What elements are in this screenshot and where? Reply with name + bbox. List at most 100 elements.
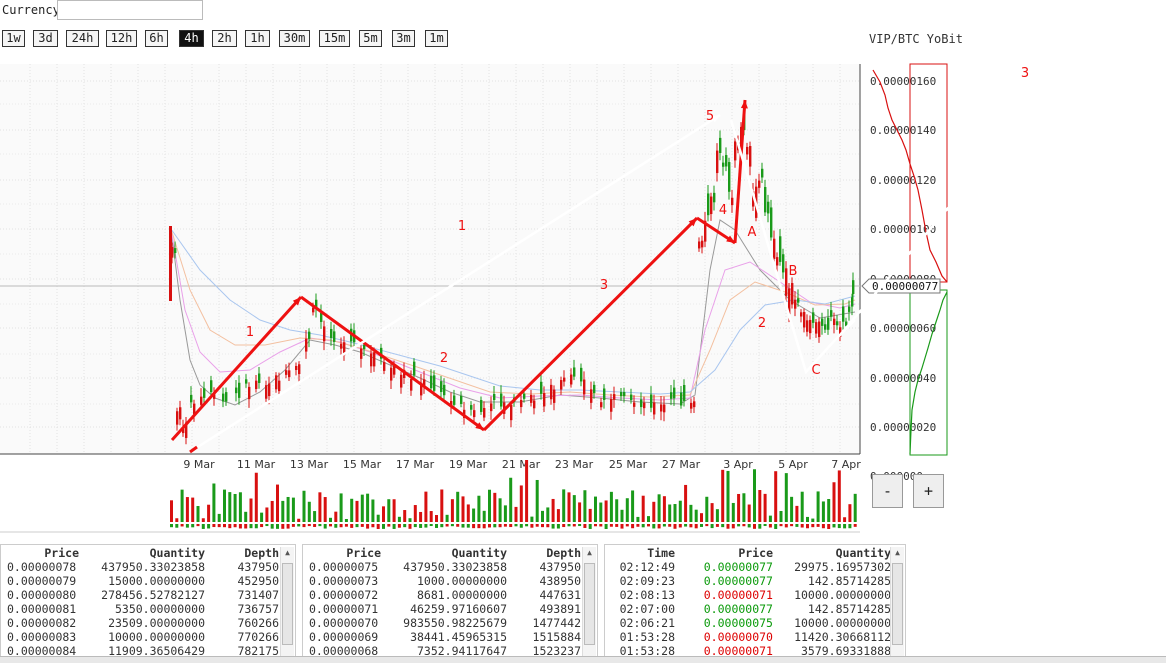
timeframe-button-24h[interactable]: 24h	[66, 30, 99, 47]
volume-bar-small	[403, 524, 407, 528]
volume-bar-small	[482, 524, 486, 529]
cell-price: 0.00000068	[309, 644, 379, 658]
candle-body	[630, 394, 633, 401]
scroll-thumb[interactable]	[892, 563, 903, 645]
cell-time: 02:12:49	[619, 560, 675, 574]
table-row[interactable]: 02:06:21 0.00000075 10000.00000000	[611, 616, 891, 630]
table-row[interactable]: 0.00000069 38441.45965315 1515884	[309, 630, 581, 644]
zoom-in-button[interactable]: +	[913, 474, 944, 508]
volume-bar-small	[774, 524, 778, 529]
timeframe-button-1m[interactable]: 1m	[425, 30, 448, 47]
volume-bar-small	[281, 524, 285, 529]
candle-body	[473, 410, 476, 418]
cell-price: 0.00000075	[703, 616, 773, 630]
col-price[interactable]: Price	[44, 545, 79, 560]
timeframe-button-5m[interactable]: 5m	[359, 30, 382, 47]
scroll-up-icon[interactable]: ▲	[587, 548, 592, 557]
volume-bar-small	[657, 524, 661, 529]
x-tick-label: 9 Mar	[183, 458, 215, 471]
moving-average-line	[170, 228, 856, 395]
volume-bar	[689, 504, 693, 522]
y-tick-label: 0.00000020	[870, 421, 936, 434]
timeframe-button-15m[interactable]: 15m	[319, 30, 350, 47]
timeframe-button-3m[interactable]: 3m	[392, 30, 415, 47]
col-price[interactable]: Price	[346, 545, 381, 560]
table-row[interactable]: 0.00000083 10000.00000000 770266	[7, 630, 279, 644]
candle-body	[500, 393, 503, 407]
volume-bar-small	[678, 524, 682, 528]
volume-bar	[509, 477, 513, 522]
table-row[interactable]: 0.00000071 46259.97160607 493891	[309, 602, 581, 616]
table-row[interactable]: 0.00000080 278456.52782127 731407	[7, 588, 279, 602]
volume-bar-small	[191, 524, 195, 528]
col-depth[interactable]: Depth	[244, 545, 279, 560]
timeframe-button-6h[interactable]: 6h	[145, 30, 168, 47]
col-quantity[interactable]: Quantity	[451, 545, 507, 560]
price-chart[interactable]: 9 Mar 11 Mar 13 Mar 15 Mar 17 Mar 19 Mar 21 Ma…	[0, 0, 1166, 540]
timeframe-button-30m[interactable]: 30m	[279, 30, 310, 47]
volume-bar	[201, 518, 205, 522]
scroll-up-icon[interactable]: ▲	[895, 548, 900, 557]
volume-bar	[323, 497, 327, 522]
volume-bar-small	[853, 524, 857, 527]
sell-scrollbar[interactable]: ▲	[280, 547, 294, 661]
volume-bar-small	[551, 524, 555, 529]
cell-depth: 760266	[237, 616, 279, 630]
candle-body	[238, 382, 241, 398]
volume-bar-small	[800, 524, 804, 528]
table-row[interactable]: 0.00000082 23509.00000000 760266	[7, 616, 279, 630]
table-row[interactable]: 0.00000078 437950.33023858 437950	[7, 560, 279, 574]
volume-bar-small	[254, 524, 258, 529]
timeframe-button-4h[interactable]: 4h	[179, 30, 204, 47]
col-price[interactable]: Price	[738, 545, 773, 560]
volume-bar-small	[816, 524, 820, 527]
table-row[interactable]: 0.00000070 983550.98225679 1477442	[309, 616, 581, 630]
volume-bar	[784, 473, 788, 522]
scroll-thumb[interactable]	[584, 563, 595, 645]
buy-scrollbar[interactable]: ▲	[582, 547, 596, 661]
table-row[interactable]: 0.00000084 11909.36506429 782175	[7, 644, 279, 658]
table-row[interactable]: 0.00000079 15000.00000000 452950	[7, 574, 279, 588]
table-row[interactable]: 02:12:49 0.00000077 29975.16957302	[611, 560, 891, 574]
table-row[interactable]: 01:53:28 0.00000070 11420.30668112	[611, 630, 891, 644]
trades-scrollbar[interactable]: ▲	[890, 547, 904, 661]
timeframe-button-12h[interactable]: 12h	[106, 30, 137, 47]
x-tick-label: 13 Mar	[290, 458, 329, 471]
timeframe-button-3d[interactable]: 3d	[33, 30, 58, 47]
scroll-up-icon[interactable]: ▲	[285, 548, 290, 557]
cell-quantity: 5350.00000000	[114, 602, 205, 616]
table-row[interactable]: 02:07:00 0.00000077 142.85714285	[611, 602, 891, 616]
timeframe-button-2h[interactable]: 2h	[212, 30, 237, 47]
volume-bar-small	[477, 524, 481, 529]
candle-body	[806, 320, 809, 332]
col-time[interactable]: Time	[647, 545, 675, 560]
col-quantity[interactable]: Quantity	[835, 545, 891, 560]
volume-bar-small	[260, 524, 264, 528]
volume-bar-small	[737, 524, 741, 527]
col-depth[interactable]: Depth	[546, 545, 581, 560]
timeframe-button-1w[interactable]: 1w	[2, 30, 25, 47]
current-price-tag: 0.00000077	[861, 278, 941, 294]
table-row[interactable]: 0.00000073 1000.00000000 438950	[309, 574, 581, 588]
candle-body	[848, 306, 851, 312]
volume-bar-small	[249, 524, 253, 529]
table-row[interactable]: 01:53:28 0.00000071 3579.69331888	[611, 644, 891, 658]
volume-bar	[694, 509, 698, 522]
table-row[interactable]: 02:09:23 0.00000077 142.85714285	[611, 574, 891, 588]
table-row[interactable]: 0.00000072 8681.00000000 447631	[309, 588, 581, 602]
table-row[interactable]: 0.00000068 7352.94117647 1523237	[309, 644, 581, 658]
candle-body	[380, 347, 383, 359]
timeframe-button-1h[interactable]: 1h	[245, 30, 270, 47]
candle-body	[673, 387, 676, 399]
volume-bar	[647, 516, 650, 522]
table-row[interactable]: 02:08:13 0.00000071 10000.00000000	[611, 588, 891, 602]
zoom-out-button[interactable]: -	[872, 474, 903, 508]
volume-bar-small	[265, 524, 269, 527]
table-row[interactable]: 0.00000075 437950.33023858 437950	[309, 560, 581, 574]
volume-bar	[472, 508, 476, 522]
currency-input[interactable]	[57, 0, 203, 20]
table-row[interactable]: 0.00000081 5350.00000000 736757	[7, 602, 279, 616]
wave-arrow-1	[170, 295, 303, 442]
col-quantity[interactable]: Quantity	[149, 545, 205, 560]
scroll-thumb[interactable]	[282, 563, 293, 645]
